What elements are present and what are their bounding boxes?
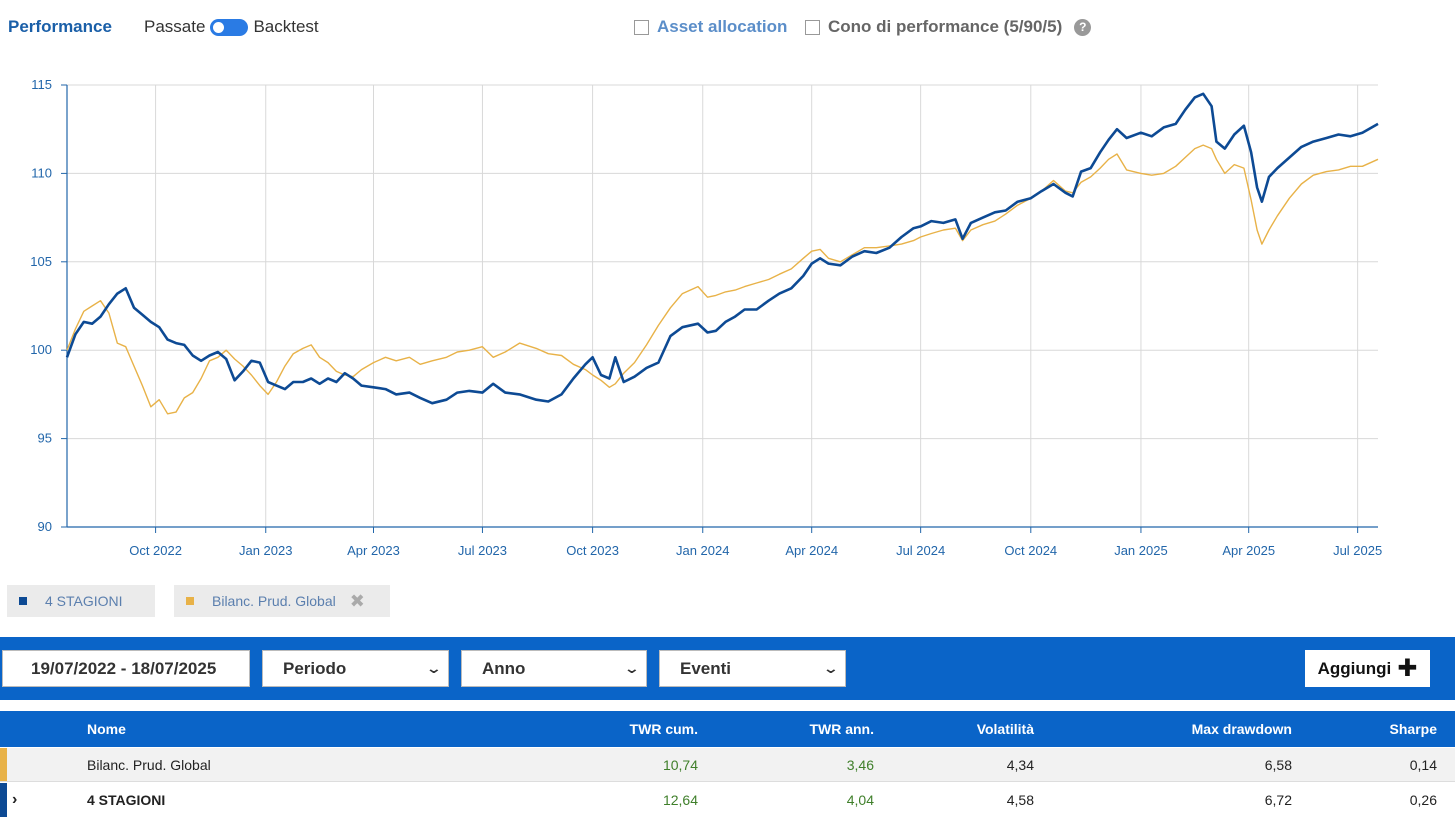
asset-allocation-label[interactable]: Asset allocation	[657, 17, 788, 36]
legend-label-bilanc: Bilanc. Prud. Global	[212, 593, 336, 609]
row-sharpe: 0,14	[1409, 756, 1437, 773]
eventi-select-value: Eventi	[680, 658, 732, 678]
legend-item-bilanc[interactable]: Bilanc. Prud. Global ✖	[174, 585, 390, 617]
filter-bar: 19/07/2022 - 18/07/2025 Periodo ⌄ Anno ⌄…	[0, 637, 1455, 700]
y-tick-label: 110	[31, 165, 52, 180]
row-twr-ann: 3,46	[846, 756, 874, 773]
row-twr-cum: 12,64	[662, 792, 698, 808]
table-row[interactable]: › 4 STAGIONI 12,64 4,04 4,58 6,72 0,26	[0, 783, 1455, 817]
row-max-drawdown: 6,72	[1264, 792, 1292, 808]
col-header-twr-cum[interactable]: TWR cum.	[629, 721, 698, 737]
x-tick-label: Oct 2022	[129, 543, 182, 558]
col-header-twr-ann[interactable]: TWR ann.	[809, 721, 874, 737]
x-tick-label: Jan 2025	[1114, 543, 1168, 558]
passate-backtest-toggle-group: Passate Backtest	[144, 17, 319, 37]
legend-label-4-stagioni: 4 STAGIONI	[45, 593, 123, 609]
chevron-down-icon: ⌄	[822, 660, 840, 676]
col-header-max-drawdown[interactable]: Max drawdown	[1191, 721, 1292, 737]
col-header-volatility[interactable]: Volatilità	[976, 721, 1034, 737]
x-tick-label: Jul 2024	[896, 543, 945, 558]
row-volatility: 4,58	[1006, 792, 1034, 808]
aggiungi-button[interactable]: Aggiungi ✚	[1305, 650, 1430, 687]
x-tick-label: Oct 2023	[566, 543, 619, 558]
row-name: 4 STAGIONI	[87, 792, 166, 808]
y-tick-label: 105	[30, 254, 52, 269]
row-sharpe: 0,26	[1409, 792, 1437, 808]
date-range-input[interactable]: 19/07/2022 - 18/07/2025	[2, 650, 250, 687]
x-tick-label: Oct 2024	[1004, 543, 1057, 558]
col-header-sharpe[interactable]: Sharpe	[1389, 721, 1437, 737]
chevron-down-icon: ⌄	[623, 660, 641, 676]
table-header: Nome TWR cum. TWR ann. Volatilità Max dr…	[0, 711, 1455, 747]
x-tick-label: Jul 2025	[1333, 543, 1382, 558]
y-tick-label: 100	[30, 342, 52, 357]
series-line-bilanc-prud-global	[66, 144, 1379, 415]
expand-row-icon[interactable]: ›	[12, 791, 18, 808]
periodo-select[interactable]: Periodo ⌄	[262, 650, 449, 687]
row-volatility: 4,34	[1006, 756, 1034, 773]
legend-swatch-4-stagioni	[19, 597, 27, 605]
x-tick-label: Apr 2023	[347, 543, 400, 558]
help-icon[interactable]: ?	[1074, 18, 1092, 36]
anno-select-value: Anno	[482, 658, 526, 678]
x-tick-label: Jan 2024	[676, 543, 730, 558]
x-tick-label: Jul 2023	[458, 543, 507, 558]
row-twr-ann: 4,04	[846, 792, 874, 808]
x-tick-label: Jan 2023	[239, 543, 293, 558]
row-color-marker	[0, 783, 7, 817]
row-twr-cum: 10,74	[662, 756, 698, 773]
performance-chart: 90 95 100 105 110 115 Oct 2022 Jan 2023 Apr 2023…	[30, 77, 1382, 558]
x-tick-label: Apr 2024	[785, 543, 838, 558]
row-name: Bilanc. Prud. Global	[87, 756, 211, 773]
y-tick-label: 95	[38, 431, 52, 446]
backtest-toggle[interactable]	[210, 18, 249, 36]
remove-comparison-icon[interactable]: ✖	[349, 590, 365, 611]
cono-performance-label[interactable]: Cono di performance (5/90/5)	[828, 17, 1063, 36]
aggiungi-label: Aggiungi	[1317, 658, 1392, 678]
chevron-down-icon: ⌄	[425, 660, 443, 676]
toggle-right-label: Backtest	[253, 17, 319, 36]
y-tick-label: 115	[31, 77, 52, 92]
eventi-select[interactable]: Eventi ⌄	[659, 650, 846, 687]
col-header-name[interactable]: Nome	[87, 721, 126, 737]
table-row[interactable]: Bilanc. Prud. Global 10,74 3,46 4,34 6,5…	[0, 748, 1455, 782]
asset-allocation-checkbox[interactable]	[634, 19, 649, 35]
toggle-left-label: Passate	[144, 17, 206, 36]
asset-allocation-option[interactable]: Asset allocation	[634, 17, 787, 37]
legend-item-4-stagioni[interactable]: 4 STAGIONI	[7, 585, 155, 617]
row-max-drawdown: 6,58	[1264, 756, 1292, 773]
plus-icon: ✚	[1397, 654, 1418, 682]
row-color-marker	[0, 748, 7, 781]
x-tick-label: Apr 2025	[1222, 543, 1275, 558]
toggle-knob	[213, 21, 225, 33]
performance-title: Performance	[8, 17, 112, 36]
periodo-select-value: Periodo	[283, 658, 347, 678]
cono-performance-checkbox[interactable]	[805, 19, 820, 35]
anno-select[interactable]: Anno ⌄	[461, 650, 647, 687]
cono-performance-option[interactable]: Cono di performance (5/90/5) ?	[805, 17, 1092, 37]
y-tick-label: 90	[38, 519, 52, 534]
legend-swatch-bilanc	[186, 597, 194, 605]
series-line-4-stagioni	[65, 92, 1379, 405]
